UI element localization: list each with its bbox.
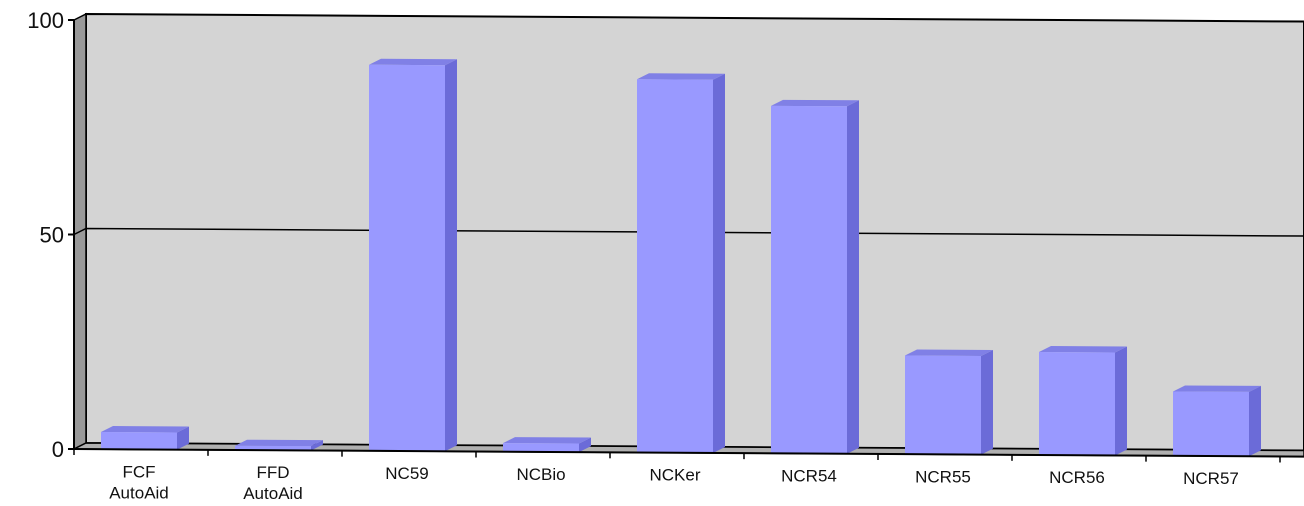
bar-front (369, 64, 445, 452)
bar (1039, 346, 1127, 456)
x-tick-label-line: NCKer (649, 466, 700, 485)
bar-front (771, 105, 847, 454)
y-axis: 0 50 100 (27, 8, 75, 462)
x-tick-label-line: AutoAid (243, 484, 303, 503)
bars (101, 58, 1261, 457)
bar-front (1173, 391, 1249, 457)
bar-top (101, 426, 189, 433)
y-tick-label: 0 (52, 437, 64, 462)
bar (235, 439, 323, 451)
gridline-50 (73, 227, 1304, 237)
bar-side (1249, 385, 1261, 457)
bar-side (311, 440, 323, 451)
x-tick-label-line: AutoAid (109, 483, 169, 502)
bar-top (1173, 385, 1261, 392)
bar-side (579, 437, 591, 453)
bar-top (771, 99, 859, 107)
bar-side (981, 349, 993, 455)
x-tick-label: NCBio (516, 465, 565, 484)
bar-side (445, 59, 457, 452)
bar-top (503, 437, 591, 444)
x-tick-label: NCR55 (915, 467, 971, 486)
x-tick-label: NCKer (649, 466, 700, 485)
bar (503, 437, 591, 453)
bar (101, 426, 189, 450)
x-tick-label: NCR54 (781, 467, 837, 486)
bar-side (847, 100, 859, 454)
y-tick-label: 100 (27, 8, 64, 33)
y-tick-label: 50 (40, 223, 64, 248)
x-tick-label-line: NCR57 (1183, 469, 1239, 488)
bar-front (1039, 352, 1115, 456)
bar-top (637, 73, 725, 80)
bar (1173, 385, 1261, 457)
x-tick-label-line: NCR54 (781, 467, 837, 486)
x-tick-label-line: FFD (256, 463, 289, 482)
bar (771, 99, 859, 454)
x-tick-label-line: FCF (122, 462, 155, 481)
bar (637, 73, 725, 453)
bar (905, 349, 993, 455)
x-tick-label-line: NC59 (385, 464, 428, 483)
bar-front (101, 432, 177, 450)
bar-side (177, 426, 189, 450)
x-tick-label: FFD AutoAid (243, 463, 303, 503)
x-tick-label-line: NCR55 (915, 467, 971, 486)
gridlines (73, 227, 1304, 237)
bar-front (637, 79, 713, 453)
x-tick-label: NCR56 (1049, 468, 1105, 487)
bar-top (235, 439, 323, 447)
x-tick-label: NC59 (385, 464, 428, 483)
x-tick-label-line: NCBio (516, 465, 565, 484)
x-axis-labels: FCF AutoAid FFD AutoAid NC59 NCBio NCKer NCR54 N… (73, 448, 1304, 503)
bar (369, 58, 457, 452)
bar-side (1115, 346, 1127, 456)
bar-front (503, 443, 579, 453)
x-axis-line (73, 448, 1304, 458)
x-tick-label: FCF AutoAid (109, 462, 169, 502)
bar-side (713, 73, 725, 453)
bar-top (1039, 346, 1127, 353)
x-tick-label-line: NCR56 (1049, 468, 1105, 487)
bar-front (905, 355, 981, 455)
bar-top (369, 58, 457, 66)
bar-top (905, 349, 993, 356)
x-tick-label: NCR57 (1183, 469, 1239, 488)
